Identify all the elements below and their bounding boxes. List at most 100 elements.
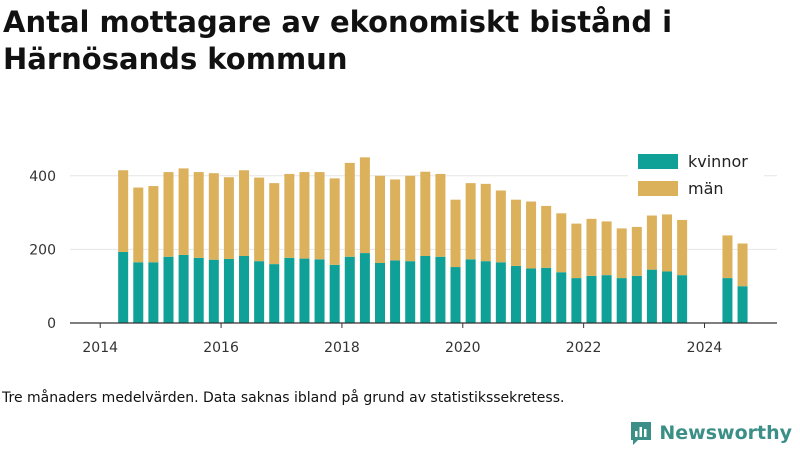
x-tick-label: 2018	[324, 340, 360, 356]
bar-man	[571, 223, 582, 279]
x-tick-label: 2022	[566, 340, 602, 356]
bar-kvinnor	[374, 263, 385, 323]
bar-man	[526, 201, 537, 269]
bar-man	[374, 175, 385, 264]
bar-man	[344, 162, 355, 257]
bar-kvinnor	[208, 259, 219, 323]
bar-kvinnor	[510, 265, 521, 323]
bar-man	[646, 215, 657, 270]
bar-man	[390, 179, 401, 261]
brand-name: Newsworthy	[659, 422, 792, 444]
bars	[118, 157, 748, 323]
bar-man	[450, 199, 461, 268]
bar-kvinnor	[737, 286, 748, 323]
bar-kvinnor	[601, 275, 612, 323]
bar-kvinnor	[722, 278, 733, 323]
bar-kvinnor	[359, 253, 370, 323]
bar-man	[254, 177, 265, 262]
bar-kvinnor	[223, 258, 234, 323]
bar-man	[269, 183, 280, 265]
bar-man	[435, 173, 446, 257]
bar-kvinnor	[118, 251, 129, 323]
bar-kvinnor	[344, 256, 355, 323]
y-tick-label: 200	[29, 242, 56, 258]
legend-swatch	[638, 181, 678, 196]
bar-man	[314, 172, 325, 260]
bar-man	[239, 170, 250, 257]
bar-kvinnor	[148, 262, 159, 323]
bar-kvinnor	[435, 256, 446, 323]
bar-kvinnor	[571, 278, 582, 323]
bar-kvinnor	[405, 261, 416, 323]
bar-man	[586, 218, 597, 276]
x-tick-label: 2024	[687, 340, 723, 356]
bar-man	[631, 226, 642, 276]
bar-kvinnor	[239, 256, 250, 323]
x-tick-label: 2020	[445, 340, 481, 356]
axes: 0 200 400 2014 2016 2018 2020 2022 2024	[29, 169, 777, 356]
bar-kvinnor	[631, 275, 642, 323]
bar-man	[556, 213, 567, 273]
bar-man	[616, 228, 627, 279]
bar-man	[359, 157, 370, 254]
bar-man	[133, 187, 144, 263]
legend-label: kvinnor	[688, 152, 748, 171]
legend-label: män	[688, 179, 724, 198]
legend: kvinnor män	[628, 150, 764, 206]
bar-kvinnor	[314, 259, 325, 323]
bar-kvinnor	[284, 257, 295, 323]
bar-man	[405, 175, 416, 262]
brand-logo[interactable]: Newsworthy	[629, 420, 792, 446]
bar-kvinnor	[495, 262, 506, 323]
bar-man	[118, 170, 129, 252]
bar-man	[223, 177, 234, 259]
x-tick-label: 2016	[203, 340, 239, 356]
bar-kvinnor	[163, 256, 174, 323]
bar-man	[495, 190, 506, 263]
bar-kvinnor	[299, 258, 310, 323]
bar-man	[510, 199, 521, 266]
bar-kvinnor	[133, 262, 144, 323]
bar-man	[420, 171, 431, 257]
bar-man	[208, 173, 219, 260]
bar-man	[163, 172, 174, 257]
bar-man	[480, 183, 491, 262]
bar-kvinnor	[541, 267, 552, 323]
y-tick-label: 0	[47, 316, 56, 332]
x-tick-label: 2014	[82, 340, 118, 356]
bar-man	[677, 219, 688, 276]
legend-swatch	[638, 154, 678, 169]
chart-note: Tre månaders medelvärden. Data saknas ib…	[2, 390, 565, 406]
bar-man	[722, 235, 733, 279]
bar-kvinnor	[480, 261, 491, 323]
bar-kvinnor	[556, 272, 567, 323]
bar-man	[329, 178, 340, 265]
bar-kvinnor	[677, 275, 688, 323]
bar-kvinnor	[646, 269, 657, 323]
bar-man	[737, 243, 748, 287]
bar-man	[601, 221, 612, 276]
bar-man	[284, 173, 295, 258]
bar-kvinnor	[526, 268, 537, 323]
y-tick-label: 400	[29, 169, 56, 185]
bar-kvinnor	[662, 271, 673, 323]
bar-kvinnor	[450, 267, 461, 323]
bar-man	[299, 172, 310, 259]
bar-kvinnor	[193, 257, 204, 323]
bar-kvinnor	[269, 264, 280, 323]
bar-kvinnor	[329, 264, 340, 323]
bar-kvinnor	[616, 278, 627, 323]
bar-man	[541, 205, 552, 268]
bar-kvinnor	[390, 260, 401, 323]
bar-man	[193, 172, 204, 258]
bar-man	[178, 168, 189, 255]
bar-kvinnor	[586, 275, 597, 323]
bar-man	[465, 183, 476, 260]
bar-kvinnor	[254, 261, 265, 323]
bar-man	[662, 214, 673, 272]
bar-kvinnor	[420, 256, 431, 323]
bar-chart-logo-icon	[631, 422, 652, 445]
chart-title: Antal mottagare av ekonomiskt bistånd i …	[3, 5, 673, 76]
bar-kvinnor	[465, 259, 476, 323]
